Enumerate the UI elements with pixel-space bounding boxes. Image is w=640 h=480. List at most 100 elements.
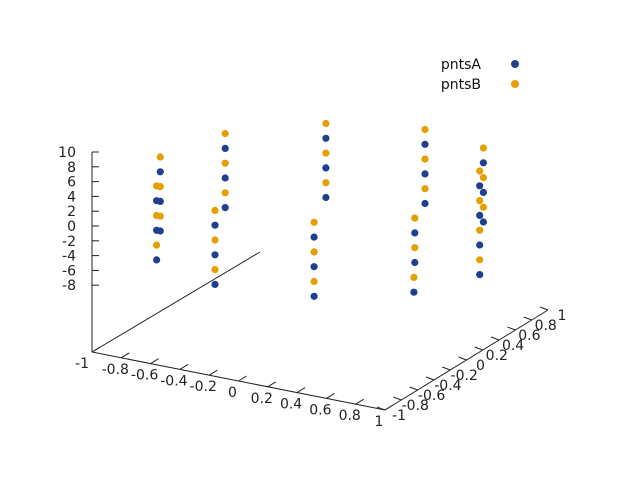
legend-marker-pntsB [511,80,519,88]
x-tick-mark [296,387,306,394]
legend-label-pntsB: pntsB [441,77,481,93]
z-tick-label: 8 [67,160,76,176]
data-point-pntsA [411,258,419,267]
z-tick-label: 10 [58,145,76,161]
x-tick-mark [208,369,218,376]
data-point-pntsB [211,266,219,274]
y-tick-label: 0.2 [486,348,508,364]
z-tick-label: -4 [62,249,76,265]
data-point-pntsB [411,214,419,222]
x-tick-label: -0.4 [160,373,187,389]
x-tick-mark [91,346,101,353]
y-tick-mark [474,346,483,351]
x-tick-label: 0.4 [280,397,302,413]
x-tick-mark [179,363,189,370]
data-point-pntsA [476,241,484,249]
data-point-pntsA [479,218,487,226]
data-point-pntsB [221,130,229,138]
data-point-pntsB [479,144,487,152]
x-tick-mark [326,392,335,399]
data-point-pntsA [310,263,318,271]
y-tick-mark [409,386,418,391]
data-point-pntsB [411,244,419,252]
data-point-pntsA [410,288,418,296]
data-point-pntsB [476,197,484,205]
data-point-pntsB [310,277,318,286]
data-point-pntsB [476,226,484,234]
data-point-pntsA [310,233,318,241]
axes-group: -1 -0.8 -0.6 -0.4 -0.2 0 0.2 0.4 0.6 0.8 1 -1-0.8-0… [58,145,566,430]
y-tick-label: -0.6 [418,388,445,404]
data-point-pntsA [211,280,219,288]
x-tick-mark [150,358,159,365]
data-point-pntsA [221,204,229,212]
y-tick-mark [523,316,532,321]
x-tick-mark [384,404,394,411]
data-point-pntsA [221,174,229,182]
data-point-pntsA [476,211,484,219]
z-tick-label: 0 [67,219,76,235]
y-tick-mark [490,336,500,341]
x-tick-label: 0.2 [251,391,273,407]
data-point-pntsB [310,248,318,256]
y-tick-mark [539,306,549,311]
data-point-pntsA [411,229,419,237]
data-point-pntsB [410,273,418,281]
y-tick-label: -0.4 [434,378,461,394]
data-point-pntsA [156,168,164,176]
data-point-pntsA [153,226,161,234]
y-tick-label: 0.8 [535,318,557,334]
y-tick-mark [393,396,402,401]
y-tick-mark [507,326,516,331]
legend-marker-pntsA [511,60,519,68]
data-point-pntsA [211,251,219,259]
y-tick-label: -0.2 [451,368,478,384]
z-tick-label: -8 [62,278,76,294]
data-point-pntsA [310,292,318,300]
y-tick-mark [458,356,467,361]
data-point-pntsA [322,164,330,172]
z-tick-label: -2 [62,234,76,250]
y-tick-mark [425,376,435,381]
x-tick-mark [267,381,277,388]
x-tick-label: 1 [375,414,384,430]
y-tick-label: 0.4 [502,338,524,354]
data-point-pntsA [421,170,429,178]
y-tick-label: -0.8 [402,398,429,414]
data-point-pntsA [479,188,487,196]
x-tick-mark [121,352,130,359]
y-tick-label: 0.6 [518,328,540,344]
x-tick-label: 0.6 [309,402,331,418]
y-tick-label: 0 [476,358,485,374]
data-point-pntsB [211,206,219,214]
data-point-pntsB [221,159,229,167]
data-point-pntsB [310,218,318,226]
x-tick-mark [238,375,247,382]
data-point-pntsB [153,211,161,220]
x-tick-label: -0.2 [190,379,217,395]
data-point-pntsA [221,144,229,152]
z-tick-label: -6 [62,263,76,279]
data-point-pntsA [153,256,161,264]
z-tick-label: 6 [67,175,76,191]
y-tick-mark [442,366,451,371]
data-point-pntsB [479,203,487,211]
data-point-pntsB [421,125,429,134]
y-tick-mark [376,406,386,411]
data-point-pntsB [476,256,484,264]
data-point-pntsB [421,185,429,193]
data-point-pntsA [421,199,429,208]
data-point-pntsA [479,159,487,167]
x-tick-label: -0.6 [131,368,158,384]
data-point-pntsB [421,155,429,163]
points-group [153,119,487,300]
data-point-pntsA [421,140,429,148]
data-point-pntsA [476,271,484,279]
data-point-pntsB [479,174,487,182]
data-point-pntsA [322,193,330,202]
back-y-axis-line [91,251,261,353]
legend-label-pntsA: pntsA [441,57,482,73]
data-point-pntsB [476,167,484,175]
z-tick-label: 4 [67,189,76,205]
